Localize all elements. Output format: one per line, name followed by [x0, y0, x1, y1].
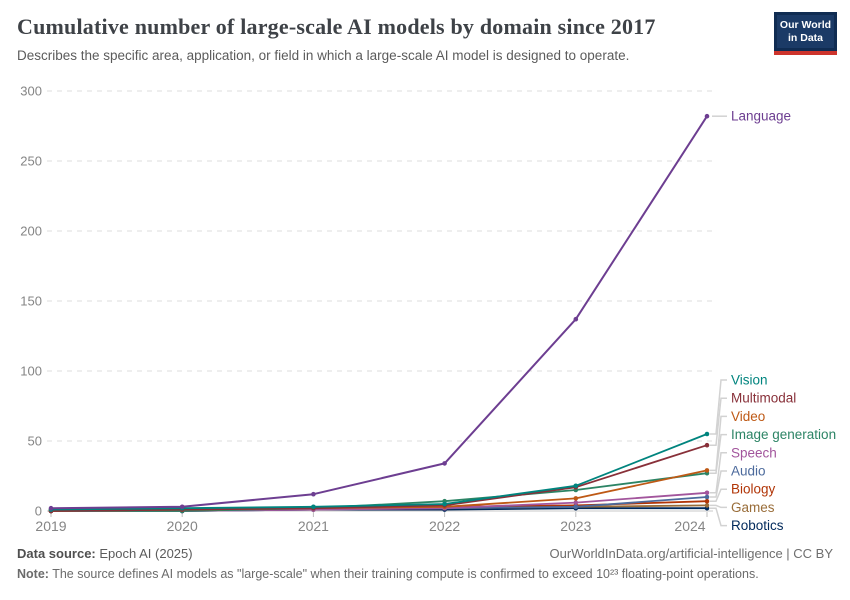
x-tick-label-2019: 2019 — [35, 518, 66, 534]
y-tick-label-0: 0 — [35, 504, 42, 519]
legend-connector-biology — [710, 488, 727, 502]
legend-connector-games — [710, 504, 727, 509]
series-line-vision[interactable] — [50, 433, 708, 511]
legend-label-games[interactable]: Games — [731, 500, 775, 515]
series-line-language[interactable] — [50, 115, 708, 510]
y-tick-label-100: 100 — [20, 364, 42, 379]
owid-logo-redbar — [774, 51, 837, 55]
data-point-audio-2023[interactable] — [573, 504, 579, 510]
legend-label-audio[interactable]: Audio — [731, 464, 766, 479]
legend-connector-audio — [710, 470, 727, 498]
legend-connector-image-generation — [710, 433, 727, 474]
note-row: Note: The source defines AI models as "l… — [17, 567, 759, 581]
x-tick-label-2020: 2020 — [167, 518, 198, 534]
x-tick-label-2022: 2022 — [429, 518, 460, 534]
x-tick-label-2024: 2024 — [674, 518, 705, 534]
note-text: The source defines AI models as "large-s… — [48, 567, 759, 581]
legend-connector-video — [710, 415, 727, 472]
owid-license-link[interactable]: OurWorldInData.org/artificial-intelligen… — [549, 546, 833, 561]
data-point-language-2020[interactable] — [179, 504, 185, 510]
data-point-video-2023[interactable] — [573, 496, 579, 501]
legend-label-image-generation[interactable]: Image generation — [731, 427, 836, 442]
data-point-vision-2023[interactable] — [573, 483, 579, 489]
legend-label-multimodal[interactable]: Multimodal — [731, 391, 796, 406]
data-point-vision-2024[interactable] — [704, 431, 710, 437]
chart-header: Cumulative number of large-scale AI mode… — [17, 14, 767, 63]
owid-logo[interactable]: Our World in Data — [774, 12, 837, 55]
data-point-biology-2024[interactable] — [704, 498, 710, 504]
legend-label-vision[interactable]: Vision — [731, 373, 768, 388]
data-source-row: Data source: Epoch AI (2025) — [17, 546, 193, 561]
note-label: Note: — [17, 567, 49, 581]
legend-label-biology[interactable]: Biology — [731, 482, 776, 497]
owid-logo-line2: in Data — [787, 31, 823, 44]
legend-connector-robotics — [710, 507, 727, 527]
data-point-language-2022[interactable] — [442, 461, 447, 466]
legend-label-video[interactable]: Video — [731, 409, 765, 424]
data-source-label: Data source: — [17, 546, 96, 561]
y-tick-label-200: 200 — [20, 224, 42, 239]
x-tick-label-2023: 2023 — [560, 518, 591, 534]
data-source-value: Epoch AI (2025) — [95, 546, 193, 561]
x-tick-label-2021: 2021 — [298, 518, 329, 534]
y-tick-label-150: 150 — [20, 294, 42, 309]
owid-logo-box: Our World in Data — [774, 12, 837, 51]
y-tick-label-50: 50 — [28, 434, 42, 449]
data-point-language-2021[interactable] — [311, 491, 316, 497]
data-point-games-2024[interactable] — [704, 503, 710, 508]
y-tick-label-300: 300 — [20, 84, 42, 99]
chart-title: Cumulative number of large-scale AI mode… — [17, 14, 656, 39]
data-point-vision-2022[interactable] — [442, 501, 447, 507]
y-tick-label-250: 250 — [20, 154, 42, 169]
legend-label-language[interactable]: Language — [731, 109, 791, 124]
legend-label-robotics[interactable]: Robotics — [731, 518, 784, 533]
data-point-speech-2024[interactable] — [704, 490, 710, 496]
legend-connector-speech — [710, 452, 727, 494]
series-line-multimodal[interactable] — [50, 444, 708, 512]
data-point-speech-2023[interactable] — [573, 500, 579, 505]
chart-subtitle: Describes the specific area, application… — [17, 48, 630, 63]
data-point-vision-2021[interactable] — [311, 504, 316, 510]
data-point-language-2024[interactable] — [704, 113, 710, 119]
legend-label-speech[interactable]: Speech — [731, 445, 777, 460]
data-point-video-2024[interactable] — [704, 468, 710, 473]
owid-logo-line1: Our World — [779, 19, 832, 32]
data-point-audio-2024[interactable] — [704, 494, 710, 500]
data-point-language-2023[interactable] — [573, 316, 579, 322]
legend-connector-multimodal — [710, 397, 727, 446]
data-point-language-2019[interactable] — [48, 505, 54, 511]
data-point-multimodal-2024[interactable] — [704, 442, 710, 448]
legend-connector-vision — [710, 379, 727, 435]
